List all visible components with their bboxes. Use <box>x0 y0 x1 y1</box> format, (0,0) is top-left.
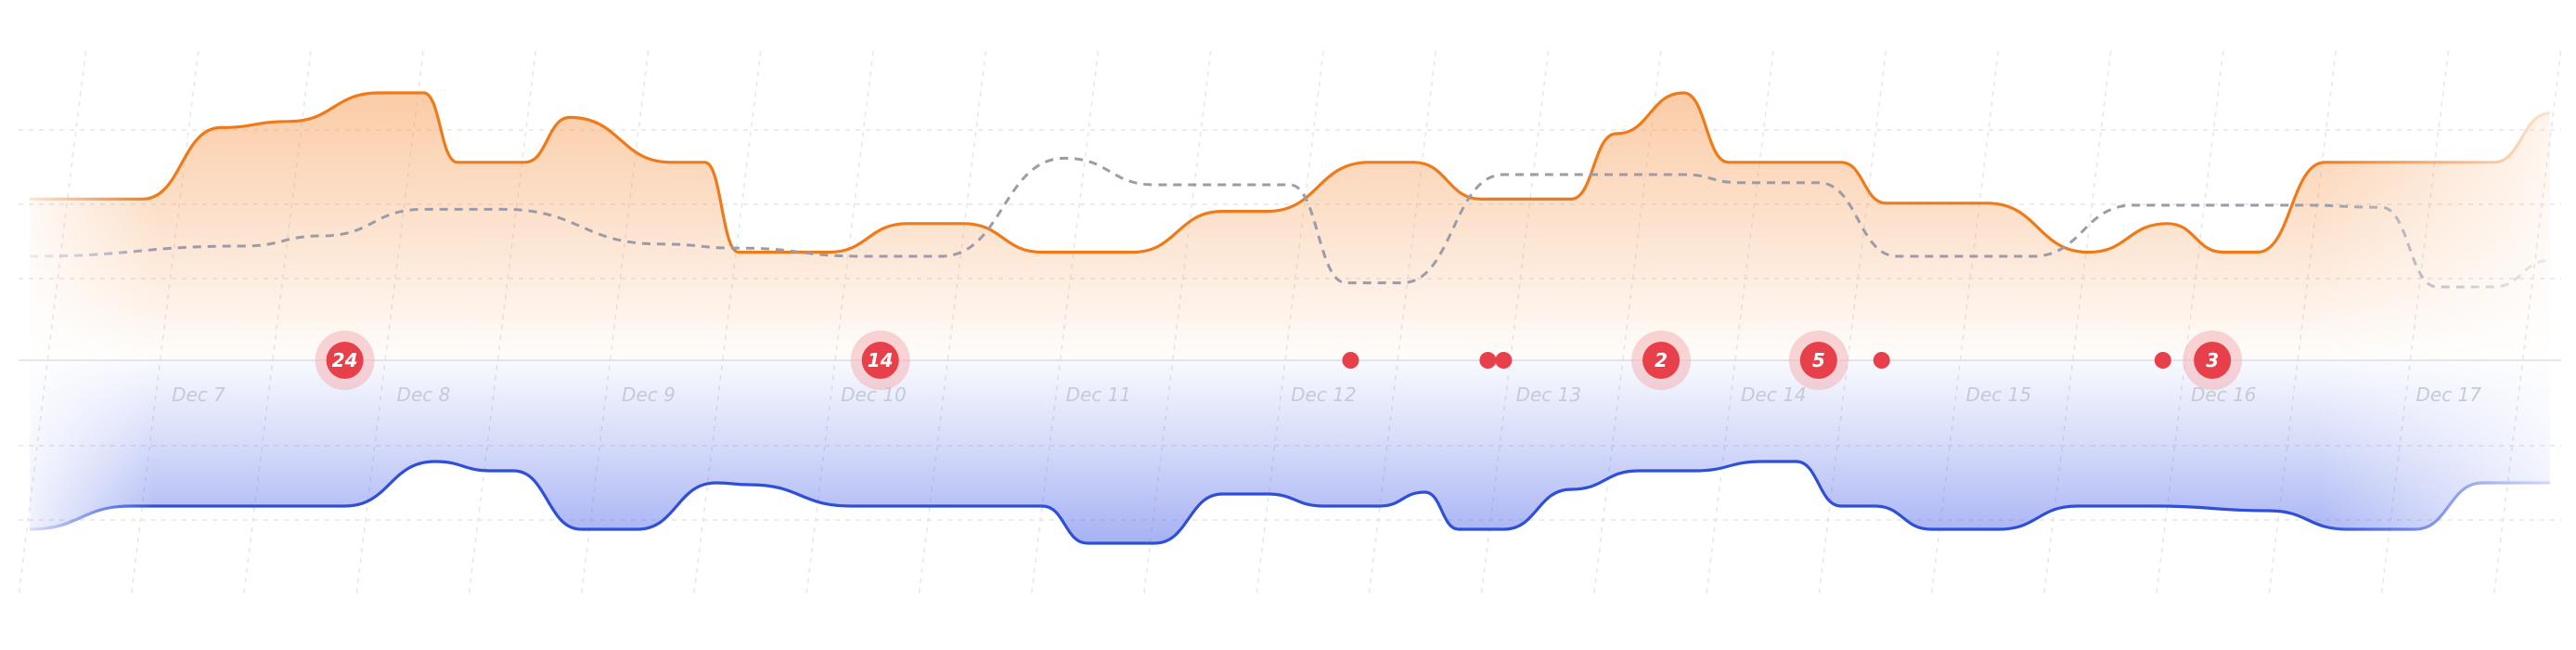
incident-dot <box>2194 342 2232 379</box>
incident-dot <box>1479 352 1497 369</box>
incident-dot <box>1873 352 1890 369</box>
x-tick-label: Dec 12 <box>1291 384 1357 406</box>
incident-marker: 24 <box>315 331 375 390</box>
incident-dot <box>1799 342 1837 379</box>
incident-marker: 3 <box>2183 331 2243 390</box>
incident-dot <box>326 342 364 379</box>
incident-count: 3 <box>2206 349 2219 371</box>
incident-count: 14 <box>868 349 894 371</box>
incident-dot <box>1642 342 1681 379</box>
incident-dot <box>861 342 899 379</box>
incident-marker <box>1873 352 1890 369</box>
x-tick-label: Dec 11 <box>1066 384 1132 406</box>
incident-dot <box>1495 352 1513 369</box>
incident-dot <box>1342 352 1359 369</box>
incident-marker <box>1495 352 1513 369</box>
x-tick-label: Dec 13 <box>1516 384 1582 406</box>
lower-area-line <box>30 460 2550 545</box>
incident-count: 5 <box>1812 349 1825 371</box>
incident-marker <box>1479 352 1497 369</box>
x-tick-label: Dec 17 <box>2416 384 2482 406</box>
dashed-reference-line <box>30 156 2550 289</box>
upper-area-line <box>30 91 2551 254</box>
incident-marker <box>1342 352 1359 369</box>
incident-marker: 2 <box>1631 331 1692 390</box>
upper-area-fill <box>30 93 2550 360</box>
lower-area-fill <box>30 360 2550 543</box>
x-tick-label: Dec 8 <box>397 384 451 406</box>
x-tick-label: Dec 15 <box>1966 384 2032 406</box>
incident-marker: 14 <box>850 331 910 390</box>
x-tick-label: Dec 7 <box>172 384 225 406</box>
x-axis-ticks: Dec 7 Dec 8 Dec 9 Dec 10 Dec 11 Dec 12 Dec 13 D… <box>172 384 2481 406</box>
incident-markers: 24 14 2 5 3 <box>315 331 2243 390</box>
incident-marker <box>2154 352 2171 369</box>
series-layer <box>30 91 2551 545</box>
incident-count: 24 <box>332 349 358 371</box>
incident-count: 2 <box>1655 349 1668 371</box>
incident-marker: 5 <box>1788 331 1848 390</box>
incident-dot <box>2154 352 2171 369</box>
x-tick-label: Dec 9 <box>622 384 676 406</box>
x-tick-label: Dec 14 <box>1741 384 1807 406</box>
